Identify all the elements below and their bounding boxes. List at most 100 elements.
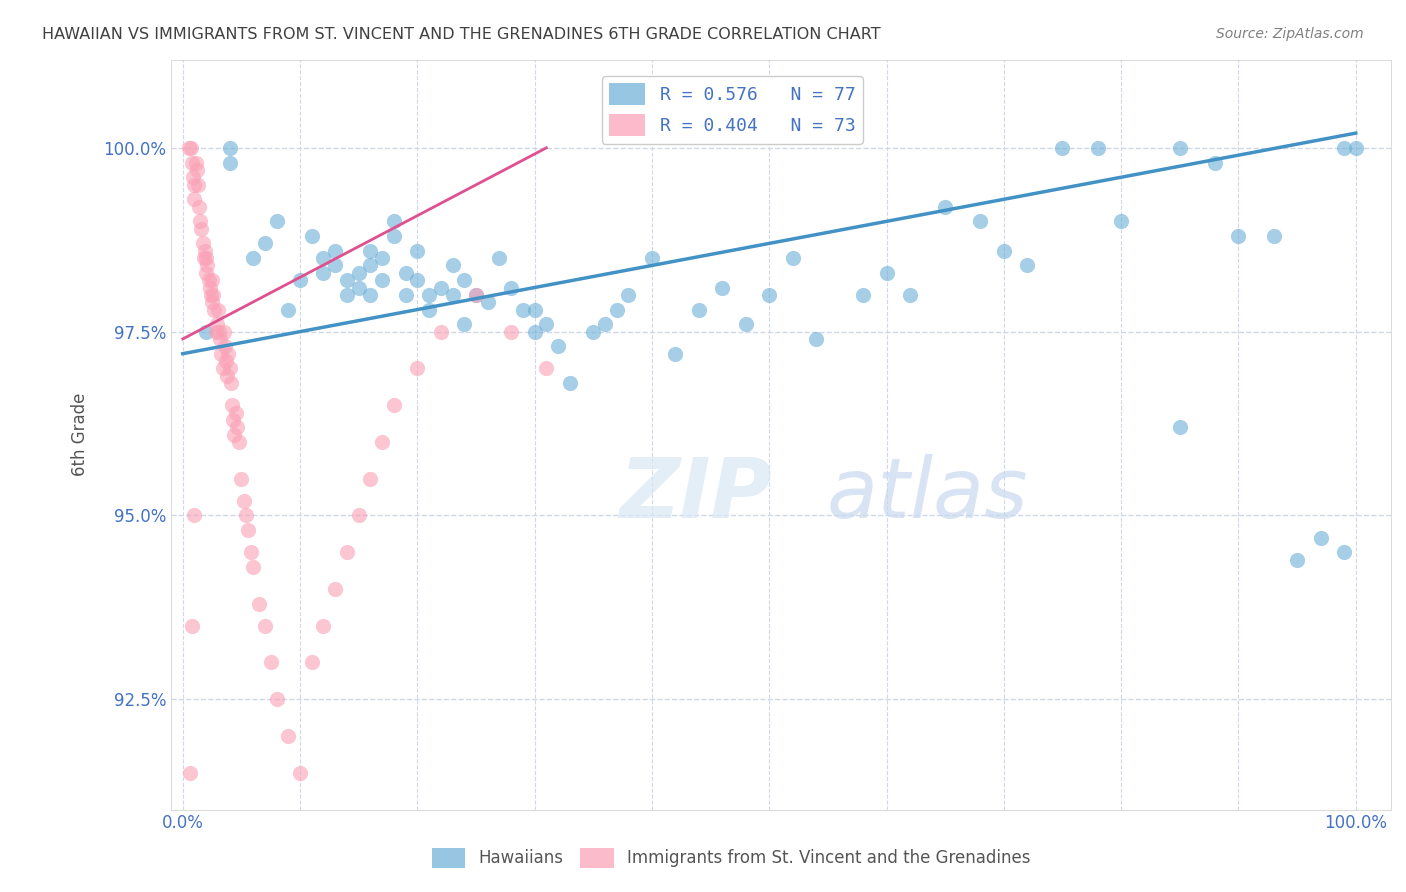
Point xyxy=(406,361,429,376)
Point xyxy=(993,244,1015,258)
Point xyxy=(501,325,523,339)
Point xyxy=(1052,141,1074,155)
Point xyxy=(641,251,664,265)
Point xyxy=(195,259,218,273)
Point xyxy=(1333,545,1355,559)
Point xyxy=(184,155,207,169)
Point xyxy=(187,178,209,192)
Point xyxy=(288,273,311,287)
Point xyxy=(277,302,299,317)
Point xyxy=(228,434,250,449)
Point xyxy=(336,273,359,287)
Point xyxy=(347,266,370,280)
Point xyxy=(804,332,827,346)
Text: HAWAIIAN VS IMMIGRANTS FROM ST. VINCENT AND THE GRENADINES 6TH GRADE CORRELATION: HAWAIIAN VS IMMIGRANTS FROM ST. VINCENT … xyxy=(42,27,880,42)
Point xyxy=(253,618,276,632)
Point xyxy=(238,523,260,537)
Point xyxy=(277,729,299,743)
Point xyxy=(301,229,323,244)
Point xyxy=(288,765,311,780)
Point xyxy=(181,155,204,169)
Point xyxy=(382,229,405,244)
Point xyxy=(239,545,262,559)
Point xyxy=(734,318,756,332)
Point xyxy=(711,280,734,294)
Legend: R = 0.576   N = 77, R = 0.404   N = 73: R = 0.576 N = 77, R = 0.404 N = 73 xyxy=(602,76,862,144)
Point xyxy=(1309,531,1331,545)
Point xyxy=(197,273,219,287)
Point xyxy=(1344,141,1367,155)
Point xyxy=(186,162,208,177)
Point xyxy=(382,214,405,228)
Point xyxy=(195,325,218,339)
Point xyxy=(1204,155,1226,169)
Point xyxy=(606,302,628,317)
Point xyxy=(406,244,429,258)
Point xyxy=(488,251,510,265)
Point xyxy=(418,288,440,302)
Point xyxy=(214,339,236,353)
Point xyxy=(191,236,214,251)
Point xyxy=(266,692,288,706)
Point xyxy=(323,259,346,273)
Point xyxy=(193,251,215,265)
Point xyxy=(558,376,581,390)
Point xyxy=(200,288,222,302)
Point xyxy=(217,368,239,383)
Point xyxy=(181,618,204,632)
Y-axis label: 6th Grade: 6th Grade xyxy=(72,392,89,476)
Point xyxy=(582,325,605,339)
Point xyxy=(453,273,475,287)
Point xyxy=(782,251,804,265)
Point xyxy=(224,427,246,442)
Point xyxy=(336,545,359,559)
Point xyxy=(201,295,224,310)
Point xyxy=(1168,141,1191,155)
Point xyxy=(218,155,240,169)
Point xyxy=(190,221,212,235)
Legend: Hawaiians, Immigrants from St. Vincent and the Grenadines: Hawaiians, Immigrants from St. Vincent a… xyxy=(425,841,1038,875)
Point xyxy=(195,266,218,280)
Point xyxy=(221,398,243,412)
Text: Source: ZipAtlas.com: Source: ZipAtlas.com xyxy=(1216,27,1364,41)
Point xyxy=(441,259,464,273)
Point xyxy=(1017,259,1039,273)
Point xyxy=(211,361,233,376)
Point xyxy=(312,266,335,280)
Point xyxy=(758,288,780,302)
Point xyxy=(312,618,335,632)
Point xyxy=(371,273,394,287)
Point xyxy=(177,141,200,155)
Point xyxy=(312,251,335,265)
Point xyxy=(231,472,253,486)
Point xyxy=(222,413,245,427)
Point xyxy=(247,597,270,611)
Point xyxy=(394,266,416,280)
Point xyxy=(209,332,232,346)
Point xyxy=(359,244,381,258)
Point xyxy=(181,170,204,185)
Point xyxy=(465,288,488,302)
Point xyxy=(1168,420,1191,434)
Point xyxy=(382,398,405,412)
Point xyxy=(201,273,224,287)
Point xyxy=(242,560,264,574)
Point xyxy=(536,361,558,376)
Point xyxy=(242,251,264,265)
Text: atlas: atlas xyxy=(827,454,1028,535)
Point xyxy=(266,214,288,228)
Point xyxy=(1333,141,1355,155)
Point xyxy=(359,472,381,486)
Point xyxy=(852,288,875,302)
Point xyxy=(430,280,453,294)
Point xyxy=(219,376,242,390)
Point xyxy=(194,244,217,258)
Point xyxy=(232,493,254,508)
Point xyxy=(593,318,616,332)
Point xyxy=(359,259,381,273)
Point xyxy=(523,302,546,317)
Point xyxy=(218,141,240,155)
Point xyxy=(323,582,346,596)
Text: ZIP: ZIP xyxy=(619,454,772,535)
Point xyxy=(1286,552,1309,566)
